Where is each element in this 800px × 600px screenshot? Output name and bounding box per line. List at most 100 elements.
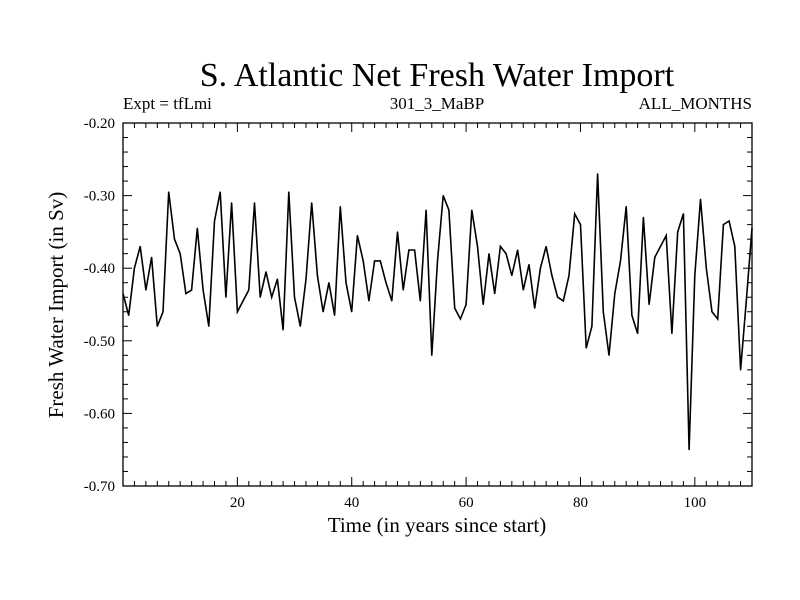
data-point <box>631 314 633 316</box>
data-point <box>391 300 393 302</box>
data-point <box>648 303 650 306</box>
data-point <box>122 293 124 295</box>
x-tick-label: 20 <box>230 495 245 511</box>
data-point <box>534 307 536 309</box>
data-point <box>551 274 553 277</box>
data-point <box>642 216 644 218</box>
y-tick-label: -0.70 <box>84 479 115 495</box>
data-point <box>139 245 141 248</box>
data-point <box>288 191 290 193</box>
x-tick-label: 40 <box>344 495 359 511</box>
x-axis-label: Time (in years since start) <box>328 513 547 537</box>
data-point <box>499 245 501 248</box>
data-point <box>465 303 467 306</box>
data-point <box>734 245 736 248</box>
data-point <box>419 300 421 302</box>
data-point <box>619 260 622 262</box>
axis-tick-labels: 20 40 60 80 100 -0.20 -0.30 -0.40 -0.50 -0.60 -0.7… <box>84 116 706 511</box>
x-tick-label: 60 <box>459 495 474 511</box>
data-point <box>356 234 359 237</box>
data-point <box>128 314 130 316</box>
data-point <box>293 296 296 298</box>
data-point <box>545 245 547 248</box>
data-point <box>711 311 713 313</box>
experiment-label: Expt = tfLmi <box>123 94 212 113</box>
data-point <box>213 220 216 222</box>
data-point <box>677 231 679 233</box>
y-tick-label: -0.60 <box>84 406 115 422</box>
data-point <box>442 195 444 197</box>
data-point <box>431 354 433 356</box>
data-point <box>699 198 702 200</box>
data-point <box>156 325 158 327</box>
data-point <box>179 253 181 255</box>
data-point <box>739 369 742 371</box>
data-point <box>728 220 730 222</box>
data-point <box>625 205 627 208</box>
data-point <box>202 289 204 291</box>
data-point <box>751 227 753 229</box>
data-point <box>225 296 227 298</box>
x-tick-label: 80 <box>573 495 588 511</box>
data-point <box>654 256 656 258</box>
data-point <box>339 205 341 208</box>
data-point <box>562 300 564 302</box>
data-point <box>579 224 582 226</box>
data-point <box>694 274 696 277</box>
data-point <box>305 278 307 280</box>
data-point <box>133 267 136 269</box>
data-point <box>717 318 719 320</box>
data-point <box>385 282 387 284</box>
data-point <box>208 325 210 327</box>
series-points <box>122 173 753 451</box>
data-point <box>574 213 576 215</box>
data-point <box>556 296 559 298</box>
data-point <box>511 274 513 277</box>
data-point <box>602 311 604 313</box>
data-point <box>454 307 456 309</box>
data-point <box>745 300 747 302</box>
data-point <box>248 289 250 291</box>
y-axis-label: Fresh Water Import (in Sv) <box>44 192 68 419</box>
x-tick-label: 100 <box>684 495 707 511</box>
run-id-label: 301_3_MaBP <box>390 94 484 113</box>
data-point <box>494 293 496 295</box>
data-point <box>665 234 667 237</box>
data-point <box>705 267 707 269</box>
data-point <box>351 311 353 313</box>
data-point <box>591 325 593 327</box>
data-point <box>219 191 221 193</box>
data-point <box>191 289 193 291</box>
data-point <box>259 296 261 298</box>
data-point <box>362 260 364 262</box>
chart-title: S. Atlantic Net Fresh Water Import <box>200 57 675 94</box>
y-tick-label: -0.50 <box>84 334 115 350</box>
data-point <box>196 227 198 229</box>
data-point <box>585 347 587 349</box>
data-point <box>265 271 267 273</box>
data-point <box>379 260 381 262</box>
data-point <box>614 293 616 295</box>
data-point <box>322 311 324 313</box>
data-point <box>299 325 301 327</box>
data-point <box>276 278 278 280</box>
series-line-fresh-water-import <box>122 173 753 450</box>
data-point <box>236 311 238 313</box>
data-point <box>637 332 639 335</box>
data-point <box>539 267 542 269</box>
data-point <box>368 300 370 302</box>
data-point <box>516 249 519 251</box>
data-point <box>316 274 319 277</box>
axis-ticks <box>122 122 753 487</box>
data-point <box>608 354 610 356</box>
data-point <box>150 256 153 258</box>
data-point <box>597 173 599 175</box>
data-point <box>436 260 439 262</box>
data-point <box>402 289 404 291</box>
data-point <box>282 329 284 331</box>
data-point <box>345 282 347 284</box>
data-point <box>231 202 233 204</box>
data-point <box>488 253 490 255</box>
data-point <box>522 289 524 291</box>
